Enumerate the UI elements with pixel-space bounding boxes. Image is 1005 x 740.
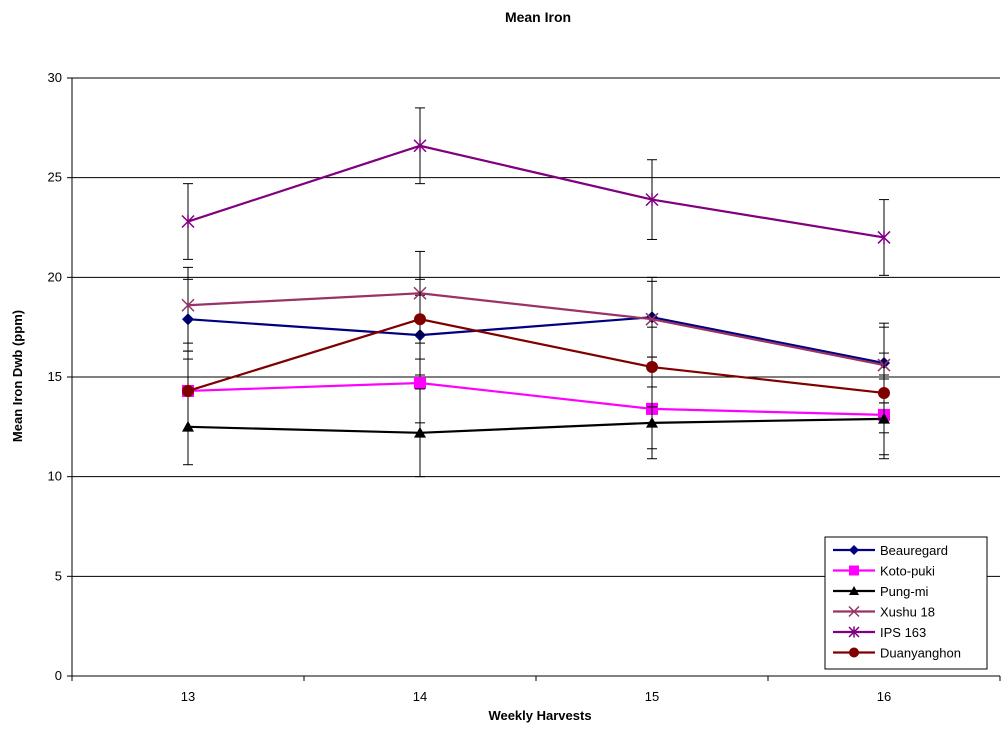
x-axis-title: Weekly Harvests — [488, 708, 591, 723]
marker-x — [181, 298, 195, 312]
legend-label: Beauregard — [880, 543, 948, 558]
series-line — [187, 292, 885, 367]
marker-star — [413, 139, 427, 153]
x-tick-label: 16 — [877, 689, 891, 704]
marker-circle — [182, 384, 194, 397]
series-beauregard — [182, 276, 890, 404]
series-line — [187, 318, 885, 395]
x-tick-labels: 13 14 15 16 — [181, 689, 891, 704]
marker-square — [414, 376, 426, 389]
legend-entry-pung-mi: Pung-mi — [833, 584, 929, 599]
x-tick-label: 14 — [413, 689, 427, 704]
y-tick-label: 20 — [48, 269, 62, 284]
legend-entry-xushu-18: Xushu 18 — [833, 605, 935, 620]
y-tick-label: 5 — [55, 568, 62, 583]
series-ips-163 — [181, 107, 891, 276]
series-duanyanghon — [182, 278, 890, 434]
legend-label: Duanyanghon — [880, 646, 961, 661]
y-tick-label: 10 — [48, 469, 62, 484]
marker-circle — [414, 313, 426, 326]
axes — [67, 77, 1001, 681]
series-line — [187, 144, 885, 239]
legend-label: Xushu 18 — [880, 605, 935, 620]
marker-circle — [878, 386, 890, 399]
marker-circle — [646, 361, 658, 374]
marker-circle — [849, 647, 859, 658]
series-line — [187, 417, 885, 434]
marker-diamond — [849, 545, 859, 555]
legend-entry-duanyanghon: Duanyanghon — [833, 646, 961, 661]
y-tick-label: 0 — [55, 668, 62, 683]
x-tick-label: 15 — [645, 689, 659, 704]
marker-triangle — [414, 426, 426, 438]
marker-star — [877, 230, 891, 245]
legend-label: Pung-mi — [880, 584, 929, 599]
series-line — [187, 316, 885, 365]
y-tick-labels: 0 5 10 15 20 25 30 — [48, 70, 62, 683]
legend: Beauregard Koto-puki Pung-mi Xushu 18 IPS 16… — [824, 536, 988, 670]
series-line — [187, 381, 885, 416]
x-tick-label: 13 — [181, 689, 195, 704]
marker-star — [848, 626, 860, 638]
legend-box — [824, 536, 988, 670]
y-tick-label: 15 — [48, 369, 62, 384]
marker-x — [645, 312, 659, 326]
legend-entry-beauregard: Beauregard — [833, 543, 948, 558]
marker-x — [848, 605, 860, 618]
legend-entry-koto-puki: Koto-puki — [833, 564, 935, 579]
y-tick-label: 30 — [48, 70, 62, 85]
marker-star — [645, 192, 659, 207]
legend-entry-ips-163: IPS 163 — [833, 625, 926, 640]
legend-label: IPS 163 — [880, 625, 926, 640]
series-pung-mi — [182, 378, 890, 478]
marker-square — [849, 565, 859, 576]
y-tick-label: 25 — [48, 170, 62, 185]
marker-triangle — [646, 416, 658, 428]
series-layer — [181, 107, 891, 478]
legend-label: Koto-puki — [880, 564, 935, 579]
chart-title: Mean Iron — [505, 9, 571, 25]
y-axis-title: Mean Iron Dwb (ppm) — [10, 310, 25, 442]
marker-triangle — [849, 586, 859, 595]
marker-star — [181, 214, 195, 229]
